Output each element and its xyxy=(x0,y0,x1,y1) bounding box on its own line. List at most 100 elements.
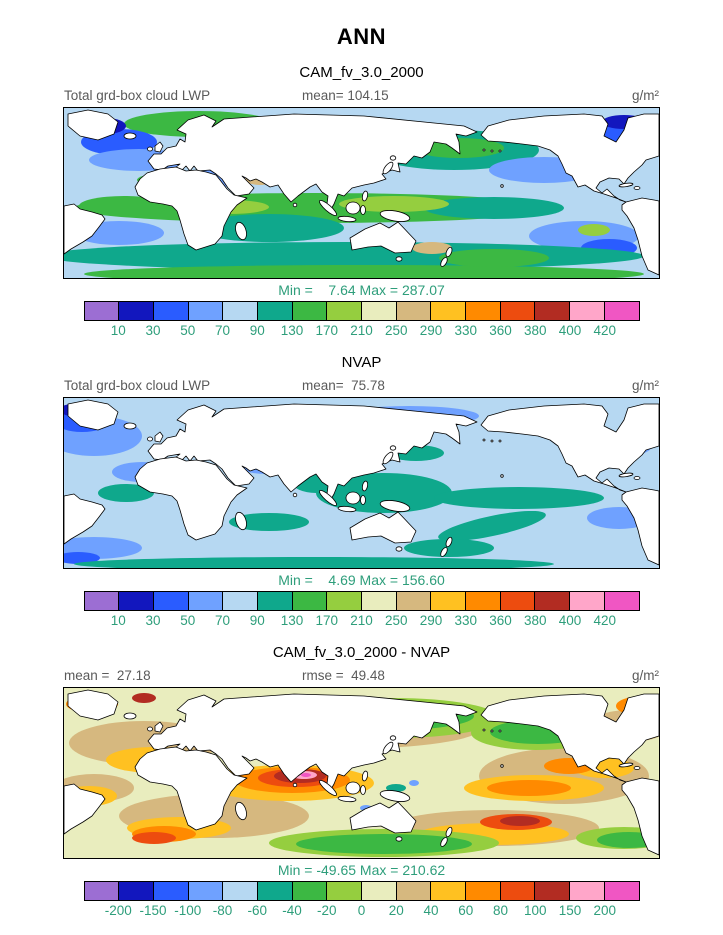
colorbar-segment xyxy=(395,881,432,901)
panel-subtitle: NVAP xyxy=(341,354,382,371)
colorbar-tick-label: 50 xyxy=(180,613,196,628)
panel-subtitle: CAM_fv_3.0_2000 xyxy=(299,64,424,81)
colorbar-tick-label: 290 xyxy=(419,613,443,628)
colorbar-tick-label: 400 xyxy=(558,613,582,628)
rmse-value: rmse = 49.48 xyxy=(302,668,385,683)
colorbar-segment xyxy=(603,591,640,611)
colorbar-segment xyxy=(83,591,120,611)
colorbar-segment xyxy=(361,881,397,901)
colorbar-segment xyxy=(326,591,362,611)
colorbar-tick-label: 90 xyxy=(249,323,265,338)
nvap-map-svg xyxy=(64,398,659,568)
colorbar-tick-label: 100 xyxy=(523,903,547,918)
map-title: Total grd-box cloud LWP xyxy=(64,88,211,103)
colorbar-tick-label: 210 xyxy=(350,613,373,628)
colorbar-tick-label: 80 xyxy=(492,903,509,918)
colorbar-tick-label: -150 xyxy=(139,903,167,918)
colorbar-segment xyxy=(499,591,536,611)
colorbar-segment xyxy=(256,301,293,321)
colorbar: 10 30 50 70 90 130 170 210 250 290 330 360 380 400 420 xyxy=(83,301,640,340)
minmax-stats: Min = 7.64 Max = 287.07 xyxy=(278,282,445,298)
colorbar-segment xyxy=(291,881,328,901)
colorbar-segment xyxy=(430,881,467,901)
panel-header: mean = 27.18 rmse = 49.48 g/m² xyxy=(64,668,659,685)
colorbar-tick-labels: 10 30 50 70 90 130 170 210 250 290 330 360 380 400 420 xyxy=(84,612,640,630)
colorbar-tick-label: 150 xyxy=(558,903,582,918)
colorbar-segment xyxy=(499,881,536,901)
colorbar-tick-label: -200 xyxy=(104,903,132,918)
colorbar-segment xyxy=(118,301,154,321)
colorbar-tick-label: 130 xyxy=(280,323,304,338)
colorbar-tick-label: 50 xyxy=(180,323,196,338)
colorbar-tick-label: -60 xyxy=(247,903,268,918)
colorbar-segment xyxy=(222,301,258,321)
panel-header: Total grd-box cloud LWP mean= 104.15 g/m… xyxy=(64,88,659,105)
colorbar-tick-label: 330 xyxy=(454,613,478,628)
colorbar-segment xyxy=(256,591,293,611)
colorbar-segment xyxy=(291,591,328,611)
colorbar-tick-label: 420 xyxy=(593,323,617,338)
colorbar-tick-label: -20 xyxy=(316,903,337,918)
colorbar-segment xyxy=(83,881,120,901)
units-label: g/m² xyxy=(632,378,659,393)
colorbar-tick-label: 200 xyxy=(593,903,617,918)
colorbar-segment xyxy=(256,881,293,901)
minmax-stats: Min = 4.69 Max = 156.60 xyxy=(278,572,445,588)
colorbar-tick-labels: 10 30 50 70 90 130 170 210 250 290 330 360 380 400 420 xyxy=(84,322,640,340)
colorbar-tick-label: 70 xyxy=(214,613,231,628)
colorbar-segment xyxy=(326,301,362,321)
panel-cam: CAM_fv_3.0_2000 Total grd-box cloud LWP … xyxy=(0,64,723,340)
map-title: Total grd-box cloud LWP xyxy=(64,378,211,393)
colorbar-segment xyxy=(222,591,258,611)
minmax-stats: Min = -49.65 Max = 210.62 xyxy=(277,862,446,878)
figure-title: ANN xyxy=(336,24,387,49)
panel-diff: CAM_fv_3.0_2000 - NVAP mean = 27.18 rmse… xyxy=(0,644,723,920)
cam-map-svg xyxy=(64,108,659,278)
colorbar-segment xyxy=(465,301,501,321)
colorbar-tick-labels: -200 -150 -100 -80 -60 -40 -20 0 20 40 60 80 100 150 2… xyxy=(84,902,640,920)
colorbar-swatches xyxy=(83,591,640,611)
colorbar-segment xyxy=(326,881,362,901)
colorbar-segment xyxy=(152,881,189,901)
colorbar-segment xyxy=(430,301,467,321)
colorbar-tick-label: 10 xyxy=(110,613,126,628)
colorbar-tick-label: 360 xyxy=(489,613,512,628)
colorbar-tick-label: 30 xyxy=(145,323,161,338)
colorbar-segment xyxy=(152,591,189,611)
panel-nvap: NVAP Total grd-box cloud LWP mean= 75.78… xyxy=(0,354,723,630)
colorbar-tick-label: 170 xyxy=(315,323,339,338)
colorbar-tick-label: 170 xyxy=(315,613,339,628)
colorbar-swatches xyxy=(83,301,640,321)
world-map-diff xyxy=(63,687,660,859)
colorbar-segment xyxy=(291,301,328,321)
colorbar-segment xyxy=(534,301,571,321)
world-map-cam xyxy=(63,107,660,279)
colorbar-tick-label: 250 xyxy=(384,613,408,628)
units-label: g/m² xyxy=(632,668,659,683)
mean-value: mean = 27.18 xyxy=(64,668,151,683)
colorbar-tick-label: 360 xyxy=(489,323,512,338)
colorbar-swatches xyxy=(83,881,640,901)
colorbar-segment xyxy=(187,591,224,611)
colorbar-segment xyxy=(118,881,154,901)
mean-value: mean= 104.15 xyxy=(302,88,389,103)
colorbar-tick-label: 420 xyxy=(593,613,617,628)
colorbar-tick-label: 10 xyxy=(110,323,126,338)
colorbar-segment xyxy=(465,591,501,611)
colorbar-segment xyxy=(222,881,258,901)
colorbar-tick-label: -80 xyxy=(212,903,233,918)
colorbar-tick-label: 20 xyxy=(388,903,404,918)
colorbar-tick-label: 380 xyxy=(523,613,547,628)
colorbar-tick-label: 400 xyxy=(558,323,582,338)
colorbar-tick-label: 90 xyxy=(249,613,265,628)
colorbar-tick-label: 290 xyxy=(419,323,443,338)
panel-header: Total grd-box cloud LWP mean= 75.78 g/m² xyxy=(64,378,659,395)
colorbar-tick-label: 380 xyxy=(523,323,547,338)
colorbar-segment xyxy=(395,591,432,611)
units-label: g/m² xyxy=(632,88,659,103)
colorbar-segment xyxy=(534,881,571,901)
colorbar-tick-label: 60 xyxy=(458,903,474,918)
colorbar-segment xyxy=(152,301,189,321)
colorbar-segment xyxy=(361,591,397,611)
